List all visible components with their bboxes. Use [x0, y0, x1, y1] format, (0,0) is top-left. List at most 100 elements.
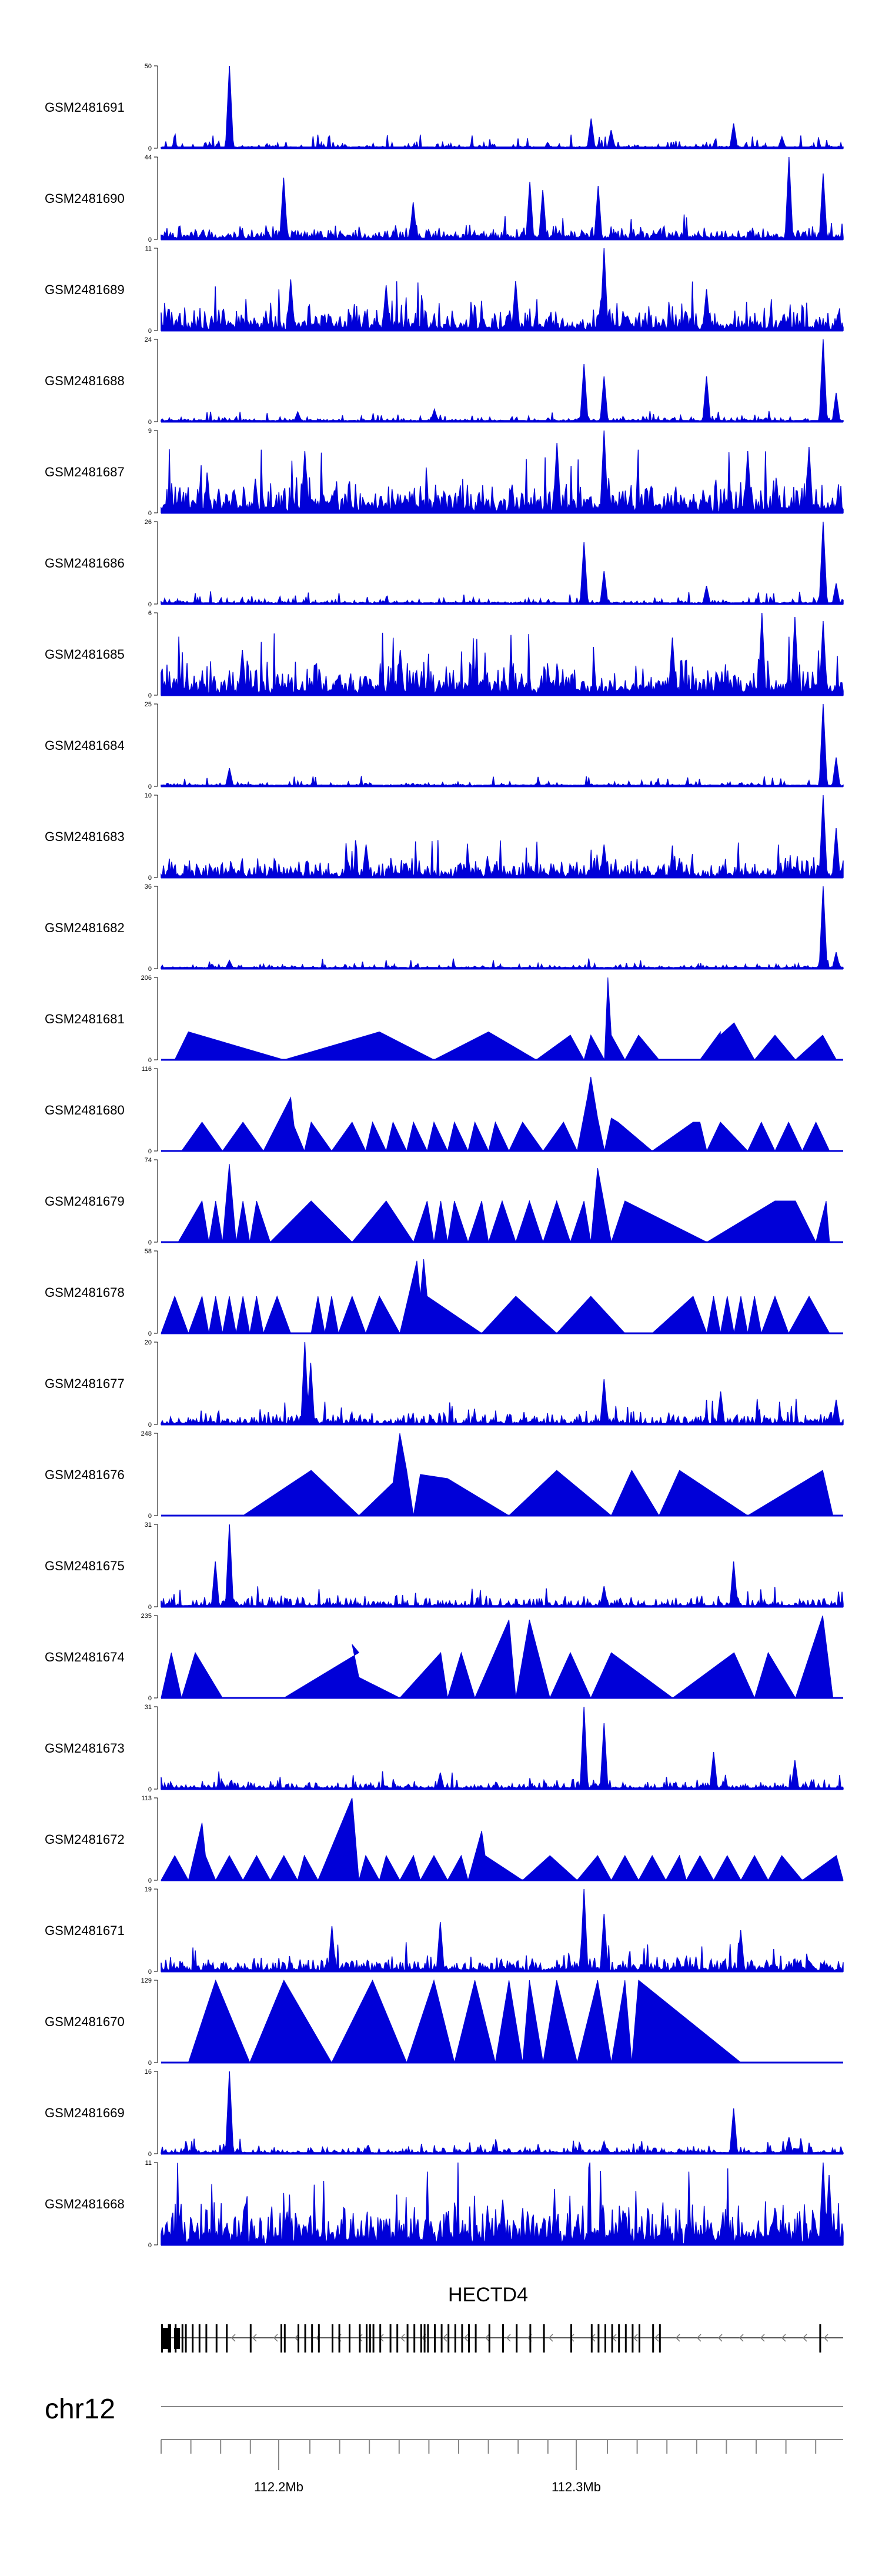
- exon: [454, 2324, 456, 2353]
- y-min-label: 0: [148, 1968, 152, 1976]
- axis-tick-label-112.3: 112.3Mb: [552, 2480, 601, 2494]
- y-min-label: 0: [148, 419, 152, 426]
- exon: [639, 2324, 640, 2353]
- track-label: GSM2481682: [45, 920, 125, 935]
- exon: [283, 2324, 286, 2353]
- exon: [618, 2324, 620, 2353]
- y-max-label: 50: [145, 63, 152, 70]
- coverage-area: [161, 1615, 834, 1699]
- coverage-area: [161, 612, 844, 696]
- exon: [192, 2324, 194, 2353]
- track-GSM2481685: GSM2481685 6 0: [45, 610, 844, 699]
- y-min-label: 0: [148, 1148, 152, 1155]
- coverage-area: [161, 1259, 830, 1334]
- track-label: GSM2481691: [45, 100, 125, 115]
- exon: [174, 2328, 180, 2349]
- coverage-area: [188, 1979, 742, 2064]
- track-label: GSM2481678: [45, 1285, 125, 1300]
- y-max-label: 20: [145, 1339, 152, 1346]
- track-GSM2481677: GSM2481677 20 0: [45, 1339, 844, 1429]
- y-max-label: 129: [141, 1977, 152, 1984]
- exon: [570, 2324, 572, 2353]
- coverage-area: [161, 2071, 844, 2154]
- exon: [169, 2324, 171, 2353]
- track-GSM2481676: GSM2481676 248 0: [45, 1430, 843, 1520]
- gene-label: HECTD4: [448, 2284, 528, 2306]
- track-GSM2481679: GSM2481679 74 0: [45, 1157, 843, 1246]
- exon: [604, 2324, 606, 2353]
- track-label: GSM2481676: [45, 1467, 125, 1482]
- exon: [205, 2324, 208, 2353]
- y-max-label: 36: [145, 883, 152, 890]
- track-GSM2481690: GSM2481690 44 0: [45, 154, 844, 243]
- strand-arrow: [717, 2334, 723, 2342]
- exon: [516, 2324, 518, 2353]
- exon: [423, 2324, 426, 2353]
- y-max-label: 9: [148, 428, 152, 435]
- exon: [427, 2324, 429, 2353]
- y-min-label: 0: [148, 2242, 152, 2249]
- strand-arrow: [654, 2334, 659, 2342]
- track-label: GSM2481669: [45, 2105, 125, 2120]
- strand-arrow: [802, 2334, 807, 2342]
- exon: [181, 2324, 183, 2353]
- strand-arrow: [506, 2334, 511, 2342]
- coverage-area: [161, 65, 844, 149]
- track-GSM2481669: GSM2481669 16 0: [45, 2068, 844, 2158]
- chromosome-axis: chr12 112.2Mb 112.3Mb: [45, 2394, 843, 2494]
- coverage-area: [242, 1433, 834, 1517]
- y-min-label: 0: [148, 1422, 152, 1429]
- strand-arrow: [463, 2334, 469, 2342]
- track-GSM2481673: GSM2481673 31 0: [45, 1704, 844, 1793]
- y-min-label: 0: [148, 145, 152, 152]
- exon: [215, 2324, 218, 2353]
- y-max-label: 6: [148, 610, 152, 617]
- track-label: GSM2481674: [45, 1650, 125, 1664]
- y-max-label: 19: [145, 1886, 152, 1893]
- coverage-area: [161, 703, 844, 787]
- track-GSM2481683: GSM2481683 10 0: [45, 792, 844, 882]
- strand-arrow: [696, 2334, 701, 2342]
- coverage-area: [161, 430, 844, 513]
- track-GSM2481691: GSM2481691 50 0: [45, 63, 844, 152]
- y-min-label: 0: [148, 966, 152, 973]
- track-label: GSM2481672: [45, 1832, 125, 1847]
- strand-arrow: [760, 2334, 765, 2342]
- y-min-label: 0: [148, 692, 152, 699]
- track-label: GSM2481686: [45, 556, 125, 570]
- exon: [475, 2324, 477, 2353]
- track-label: GSM2481677: [45, 1376, 125, 1391]
- exon: [819, 2324, 821, 2353]
- chromosome-label: chr12: [45, 2394, 115, 2425]
- track-GSM2481687: GSM2481687 9 0: [45, 428, 844, 517]
- track-label: GSM2481689: [45, 282, 125, 297]
- strand-arrow: [358, 2334, 363, 2342]
- y-min-label: 0: [148, 236, 152, 243]
- coverage-area: [161, 886, 844, 970]
- coverage-area: [161, 2162, 844, 2245]
- y-max-label: 74: [145, 1157, 152, 1164]
- exon: [590, 2324, 593, 2353]
- exon: [447, 2324, 450, 2353]
- exon: [396, 2324, 399, 2353]
- exon: [440, 2324, 443, 2353]
- exon: [597, 2324, 600, 2353]
- strand-arrow: [400, 2334, 405, 2342]
- strand-arrow: [675, 2334, 680, 2342]
- track-GSM2481680: GSM2481680 116 0: [45, 1066, 843, 1155]
- strand-arrow: [442, 2334, 447, 2342]
- y-min-label: 0: [148, 783, 152, 790]
- y-max-label: 58: [145, 1248, 152, 1255]
- exon: [332, 2324, 333, 2353]
- track-label: GSM2481671: [45, 1923, 125, 1938]
- exon: [543, 2324, 545, 2353]
- track-GSM2481684: GSM2481684 25 0: [45, 701, 844, 790]
- coverage-area: [161, 339, 844, 422]
- axis-ticks: [161, 2440, 817, 2470]
- coverage-tracks: GSM2481691500GSM2481690440GSM2481689110G…: [45, 63, 844, 2249]
- y-max-label: 11: [145, 2160, 152, 2167]
- axis-tick-label-112.2: 112.2Mb: [254, 2480, 303, 2494]
- strand-arrow: [781, 2334, 786, 2342]
- y-min-label: 0: [148, 2151, 152, 2158]
